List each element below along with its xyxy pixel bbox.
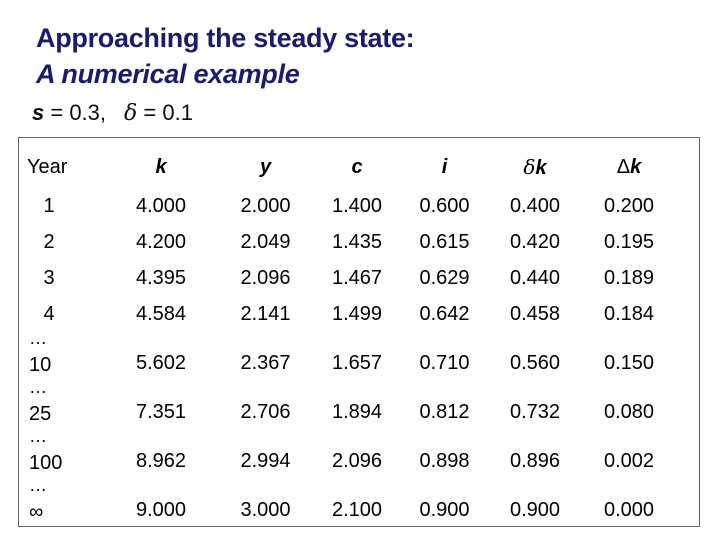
- change-k-value: 0.000: [603, 499, 655, 521]
- y-value: 2.367: [240, 352, 291, 374]
- delta-k-value: 0.458: [509, 303, 561, 325]
- k-value: 4.200: [135, 231, 187, 253]
- uppercase-delta-symbol: Δ: [616, 156, 631, 178]
- c-value: 1.435: [331, 231, 383, 253]
- y-value: 2.096: [240, 267, 291, 289]
- infinity-symbol: ∞: [29, 501, 44, 523]
- year-cell: … 25: [19, 377, 105, 430]
- table-row-year-1: 1 4.000 2.000 1.400 0.600 0.400 0.200: [19, 188, 699, 224]
- y-value: 2.994: [240, 450, 291, 472]
- ellipsis: …: [29, 426, 48, 446]
- c-value: 2.096: [331, 450, 383, 472]
- c-value: 1.657: [331, 352, 383, 374]
- change-k-value: 0.150: [603, 352, 655, 374]
- column-header-i: i: [441, 156, 448, 178]
- column-header-year: Year: [27, 156, 68, 178]
- k-value: 7.351: [135, 401, 187, 423]
- table-row-year-25: … 25 7.351 2.706 1.894 0.812 0.732 0.080: [19, 377, 699, 430]
- y-value: 2.000: [240, 195, 291, 217]
- y-value: 2.141: [240, 303, 291, 325]
- year-cell: … 10: [19, 328, 105, 381]
- k-value: 4.000: [135, 195, 187, 217]
- column-header-y: y: [259, 156, 272, 178]
- c-value: 1.499: [331, 303, 383, 325]
- c-value: 1.894: [331, 401, 383, 423]
- delta-k-value: 0.896: [509, 450, 561, 472]
- change-k-value: 0.184: [603, 303, 655, 325]
- saving-rate-value: = 0.3,: [44, 100, 107, 125]
- table-row-year-4: 4 4.584 2.141 1.499 0.642 0.458 0.184: [19, 296, 699, 332]
- slide-title-line2: A numerical example: [36, 59, 300, 89]
- year-number: 10: [29, 354, 52, 376]
- year-cell: 2: [43, 231, 55, 253]
- depreciation-rate-value: = 0.1: [137, 100, 193, 125]
- i-value: 0.812: [419, 401, 470, 423]
- k-value: 9.000: [135, 499, 187, 521]
- i-value: 0.615: [419, 231, 470, 253]
- year-number: 25: [29, 403, 52, 425]
- delta-symbol: δ: [124, 101, 138, 126]
- k-value: 4.584: [135, 303, 187, 325]
- k-value: 8.962: [135, 450, 187, 472]
- y-value: 3.000: [240, 499, 291, 521]
- year-cell: 1: [43, 195, 55, 217]
- change-k-value: 0.195: [603, 231, 655, 253]
- table-row-year-100: … 100 8.962 2.994 2.096 0.898 0.896 0.00…: [19, 426, 699, 479]
- i-value: 0.710: [419, 352, 470, 374]
- y-value: 2.049: [240, 231, 291, 253]
- i-value: 0.600: [419, 195, 470, 217]
- i-value: 0.629: [419, 267, 470, 289]
- change-k-value: 0.002: [603, 450, 655, 472]
- delta-k-value: 0.420: [509, 231, 561, 253]
- k-value: 4.395: [135, 267, 187, 289]
- change-k-value: 0.080: [603, 401, 655, 423]
- column-header-delta-k: δk: [489, 149, 581, 185]
- delta-k-value: 0.440: [509, 267, 561, 289]
- c-value: 1.467: [331, 267, 383, 289]
- change-k-value: 0.189: [603, 267, 655, 289]
- table-row-year-3: 3 4.395 2.096 1.467 0.629 0.440 0.189: [19, 260, 699, 296]
- column-header-k: k: [155, 156, 167, 178]
- ellipsis: …: [29, 475, 48, 495]
- i-value: 0.898: [419, 450, 470, 472]
- year-cell: … ∞: [19, 475, 105, 528]
- ellipsis: …: [29, 377, 48, 397]
- slide-title-line1: Approaching the steady state:: [36, 23, 415, 53]
- delta-k-value: 0.560: [509, 352, 561, 374]
- i-value: 0.900: [419, 499, 470, 521]
- ellipsis: …: [29, 328, 48, 348]
- k-var: k: [535, 157, 547, 179]
- delta-k-value: 0.900: [509, 499, 561, 521]
- steady-state-table: Year k y c i δk Δk 1 4.000 2.000 1.400 0…: [18, 137, 700, 527]
- delta-k-value: 0.732: [509, 401, 561, 423]
- assumptions-line: s = 0.3, δ = 0.1: [32, 100, 193, 126]
- i-value: 0.642: [419, 303, 470, 325]
- slide-title: Approaching the steady state: A numerica…: [36, 20, 415, 92]
- saving-rate-symbol: s: [32, 100, 45, 125]
- year-number: 100: [29, 452, 63, 474]
- column-header-change-k: Δk: [581, 149, 699, 185]
- table-row-year-infinity: … ∞ 9.000 3.000 2.100 0.900 0.900 0.000: [19, 475, 699, 528]
- change-k-value: 0.200: [603, 195, 655, 217]
- c-value: 1.400: [331, 195, 383, 217]
- table-header-row: Year k y c i δk Δk: [19, 138, 699, 188]
- year-cell: 3: [43, 267, 55, 289]
- year-cell: … 100: [19, 426, 105, 479]
- lowercase-delta-symbol: δ: [523, 155, 536, 179]
- table-row-year-10: … 10 5.602 2.367 1.657 0.710 0.560 0.150: [19, 328, 699, 381]
- column-header-c: c: [351, 156, 363, 178]
- k-var: k: [630, 156, 642, 178]
- table-row-year-2: 2 4.200 2.049 1.435 0.615 0.420 0.195: [19, 224, 699, 260]
- c-value: 2.100: [331, 499, 383, 521]
- k-value: 5.602: [135, 352, 187, 374]
- delta-k-value: 0.400: [509, 195, 561, 217]
- year-cell: 4: [43, 303, 55, 325]
- y-value: 2.706: [240, 401, 291, 423]
